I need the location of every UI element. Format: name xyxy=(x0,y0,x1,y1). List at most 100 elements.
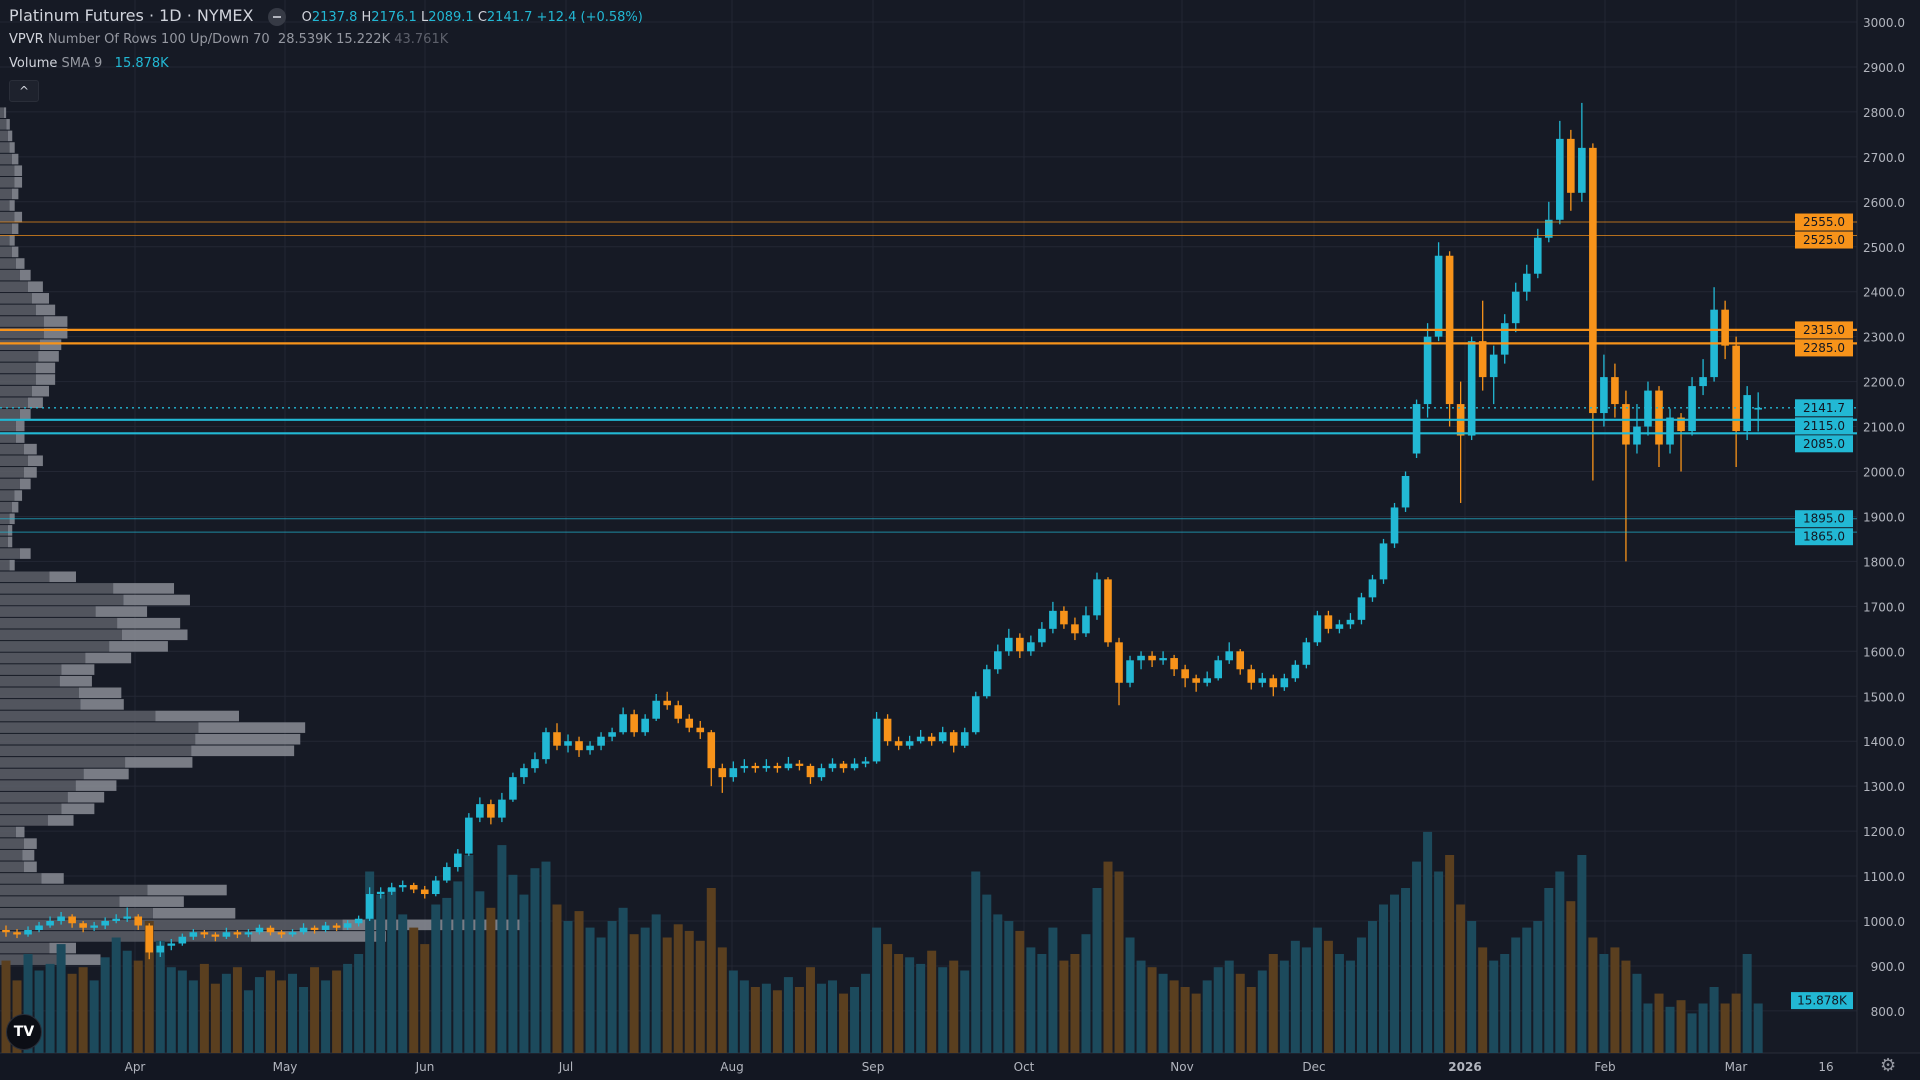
candle-body xyxy=(839,763,848,769)
vpvr-row-up xyxy=(0,687,79,699)
candle-body xyxy=(1401,475,1410,508)
symbol-title[interactable]: Platinum Futures · 1D · NYMEX xyxy=(9,6,254,25)
candle-body xyxy=(1545,219,1553,238)
level-price-tag xyxy=(1795,435,1853,453)
candle-body xyxy=(101,921,109,926)
vpvr-row-up xyxy=(0,884,148,896)
candle-body xyxy=(894,741,903,746)
candle-body xyxy=(883,718,892,742)
volume-bar xyxy=(618,907,628,1053)
candle-body xyxy=(1754,407,1762,410)
candle-body xyxy=(1390,507,1399,544)
candle-body xyxy=(1412,404,1421,454)
candle-body xyxy=(1500,323,1509,355)
candle-body xyxy=(134,916,143,926)
candle-body xyxy=(90,925,98,928)
volume-bar xyxy=(232,967,242,1053)
level-tags[interactable]: 2555.0 2525.0 2315.0 2285.0 2141.7 2115.0 2085… xyxy=(1791,213,1853,1010)
vpvr-row-up xyxy=(0,641,110,652)
volume-bar xyxy=(794,987,804,1053)
vpvr-row-up xyxy=(0,490,15,501)
candle-body xyxy=(1732,345,1740,432)
vpvr-row-up xyxy=(0,594,124,606)
volume-bar xyxy=(850,987,860,1053)
candle-body xyxy=(465,817,473,854)
vpvr-row-up xyxy=(0,177,15,188)
volume-bar xyxy=(387,888,397,1053)
vpvr-row-up xyxy=(0,815,48,826)
collapse-indicators-button[interactable]: ^ xyxy=(9,80,39,102)
time-tick-label: May xyxy=(273,1060,298,1074)
volume-bar xyxy=(464,855,474,1053)
volume-bar xyxy=(1268,954,1278,1053)
volume-bar xyxy=(1753,1003,1763,1053)
vpvr-row-down xyxy=(14,177,23,188)
vpvr-row-up xyxy=(0,420,16,432)
volume-bar xyxy=(1467,921,1477,1053)
vpvr-row-down xyxy=(123,594,190,606)
horizontal-levels[interactable] xyxy=(0,221,1857,533)
gear-icon[interactable]: ⚙ xyxy=(1880,1055,1897,1076)
candle-body xyxy=(1027,642,1035,652)
volume-bar xyxy=(442,897,452,1053)
vpvr-row-down xyxy=(61,803,95,815)
collapse-legend-button[interactable] xyxy=(267,7,286,26)
vpvr-row-up xyxy=(0,293,32,304)
price-tick-label: 1300.0 xyxy=(1863,780,1905,794)
candle-body xyxy=(663,700,671,706)
vpvr-legend[interactable]: VPVR Number Of Rows 100 Up/Down 70 28.53… xyxy=(9,32,448,47)
vpvr-row-down xyxy=(125,757,193,768)
volume-bar xyxy=(872,927,882,1053)
vpvr-row-up xyxy=(0,733,196,745)
vpvr-row-down xyxy=(9,200,15,211)
vpvr-row-down xyxy=(38,351,59,362)
volume-bar xyxy=(1511,937,1521,1053)
volume-bar xyxy=(1709,987,1719,1053)
time-axis-background xyxy=(0,1053,1920,1080)
vpvr-row-up xyxy=(0,931,251,942)
vpvr-row-down xyxy=(80,699,124,710)
vpvr-row-down xyxy=(7,130,13,142)
vpvr-row-down xyxy=(95,606,148,617)
vpvr-row-down xyxy=(155,710,239,722)
time-axis[interactable]: Apr May Jun Jul Aug Sep Oct Nov Dec 2026 Feb Mar 16 xyxy=(125,1060,1834,1074)
price-tick-label: 2200.0 xyxy=(1863,376,1905,390)
volume-bar xyxy=(894,954,904,1053)
candle-body xyxy=(927,736,936,742)
candle-body xyxy=(1225,651,1234,661)
candle-body xyxy=(189,932,198,937)
vpvr-row-up xyxy=(0,768,84,780)
candle-body xyxy=(13,932,21,935)
volume-bar xyxy=(1136,960,1146,1053)
candle-body xyxy=(1192,678,1200,683)
level-price-label: 2115.0 xyxy=(1803,419,1845,433)
candle-body xyxy=(707,732,716,769)
candle-body xyxy=(817,768,826,778)
tradingview-logo[interactable]: TV xyxy=(6,1014,42,1050)
price-axis[interactable]: 3000.0 2900.0 2800.0 2700.0 2600.0 2500.0 2400… xyxy=(1863,16,1905,1019)
vpvr-row-down xyxy=(49,571,76,583)
candle-body xyxy=(674,705,683,719)
vpvr-row-up xyxy=(0,757,126,768)
vpvr-row-up xyxy=(0,710,156,722)
vpvr-row-up xyxy=(0,327,44,339)
volume-bar xyxy=(828,980,837,1053)
volume-bar xyxy=(1654,993,1664,1053)
price-tick-label: 2400.0 xyxy=(1863,286,1905,300)
vpvr-row-up xyxy=(0,664,62,675)
volume-bar xyxy=(354,954,364,1053)
candle-body xyxy=(751,765,760,769)
candle-body xyxy=(1071,624,1079,634)
candle-body xyxy=(1357,597,1366,620)
volume-bar xyxy=(1191,993,1201,1053)
vpvr-row-down xyxy=(15,258,25,269)
volume-legend[interactable]: Volume SMA 9 15.878K xyxy=(9,56,169,71)
volume-bar xyxy=(288,973,298,1053)
volume-bar xyxy=(1434,871,1444,1053)
volume-bar xyxy=(133,960,143,1053)
volume-bar xyxy=(343,963,353,1053)
volume-sma-value: 15.878K xyxy=(114,56,169,71)
vpvr-row-down xyxy=(39,339,62,351)
candle-body xyxy=(1677,417,1685,432)
